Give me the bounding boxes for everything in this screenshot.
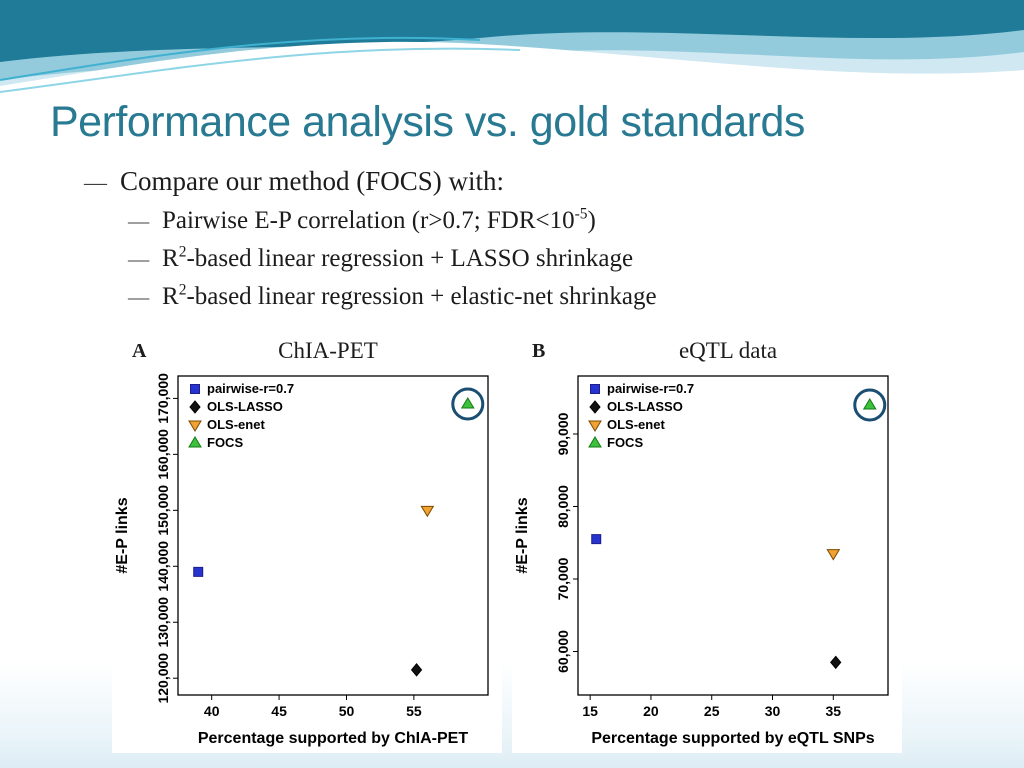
- bullet-lasso-regression: — R2-based linear regression + LASSO shr…: [128, 243, 1000, 273]
- bullet-list: — Compare our method (FOCS) with: — Pair…: [0, 162, 1000, 321]
- svg-text:OLS-enet: OLS-enet: [607, 417, 665, 432]
- svg-text:Percentage supported by ChIA-P: Percentage supported by ChIA-PET: [198, 730, 468, 747]
- bullet-text: Compare our method (FOCS) with:: [120, 166, 504, 196]
- svg-text:pairwise-r=0.7: pairwise-r=0.7: [207, 381, 294, 396]
- svg-text:Percentage supported by eQTL S: Percentage supported by eQTL SNPs: [591, 730, 874, 747]
- panel-a-title: ChIA-PET: [278, 338, 378, 363]
- panel-a-letter: A: [132, 340, 147, 362]
- svg-text:20: 20: [643, 703, 659, 719]
- bullet-text: R2-based linear regression + elastic-net…: [162, 281, 657, 311]
- svg-text:OLS-LASSO: OLS-LASSO: [607, 399, 683, 414]
- svg-text:OLS-LASSO: OLS-LASSO: [207, 399, 283, 414]
- bullet-compare-method: — Compare our method (FOCS) with:: [84, 166, 1000, 197]
- svg-text:#E-P links: #E-P links: [514, 497, 531, 573]
- svg-text:70,000: 70,000: [555, 557, 571, 600]
- superscript: -5: [574, 205, 588, 223]
- panel-chia-pet: A ChIA-PET 40 45 50 55 120,000 130,000 140,000…: [112, 338, 502, 753]
- text-segment: ): [587, 207, 596, 234]
- svg-text:30: 30: [765, 703, 781, 719]
- slide-title: Performance analysis vs. gold standards: [50, 98, 805, 146]
- wave-graphic: [0, 0, 1024, 100]
- svg-text:FOCS: FOCS: [607, 435, 643, 450]
- superscript: 2: [178, 243, 187, 261]
- svg-text:#E-P links: #E-P links: [114, 497, 131, 573]
- text-segment: R: [162, 245, 179, 272]
- svg-text:OLS-enet: OLS-enet: [207, 417, 265, 432]
- panel-b-letter: B: [532, 340, 546, 362]
- scatter-chart-chia-pet: 40 45 50 55 120,000 130,000 140,000 150,000 160,…: [114, 373, 489, 747]
- svg-text:55: 55: [406, 703, 422, 719]
- charts-row: A ChIA-PET 40 45 50 55 120,000 130,000 140,000…: [112, 338, 902, 753]
- panel-b-title: eQTL data: [678, 338, 778, 363]
- svg-text:170,000: 170,000: [155, 373, 171, 424]
- bullet-dash-icon: —: [84, 170, 107, 195]
- svg-text:90,000: 90,000: [555, 412, 571, 455]
- bullet-text: R2-based linear regression + LASSO shrin…: [162, 243, 634, 273]
- svg-text:pairwise-r=0.7: pairwise-r=0.7: [607, 381, 694, 396]
- svg-text:25: 25: [704, 703, 720, 719]
- bullet-dash-icon: —: [128, 247, 150, 271]
- bullet-elastic-net-regression: — R2-based linear regression + elastic-n…: [128, 281, 1000, 311]
- panel-b-header: B eQTL data: [512, 338, 902, 368]
- text-segment: -based linear regression + elastic-net s…: [186, 283, 657, 310]
- svg-text:45: 45: [271, 703, 287, 719]
- svg-text:FOCS: FOCS: [207, 435, 243, 450]
- svg-text:60,000: 60,000: [555, 630, 571, 673]
- bullet-pairwise-correlation: — Pairwise E-P correlation (r>0.7; FDR<1…: [128, 205, 1000, 235]
- svg-text:80,000: 80,000: [555, 485, 571, 528]
- svg-text:35: 35: [826, 703, 842, 719]
- text-segment: Pairwise E-P correlation (r>0.7; FDR<10: [162, 207, 575, 234]
- text-segment: R: [162, 283, 179, 310]
- svg-text:140,000: 140,000: [155, 541, 171, 592]
- svg-text:130,000: 130,000: [155, 597, 171, 648]
- svg-text:150,000: 150,000: [155, 485, 171, 536]
- panel-eqtl: B eQTL data 15 20 25 30 35 60,000 70,000 80,000…: [512, 338, 902, 753]
- bullet-text: Pairwise E-P correlation (r>0.7; FDR<10-…: [162, 205, 596, 235]
- text-segment: -based linear regression + LASSO shrinka…: [186, 245, 634, 272]
- scatter-chart-eqtl: 15 20 25 30 35 60,000 70,000 80,000 90,000 Percen…: [514, 375, 889, 747]
- svg-text:160,000: 160,000: [155, 429, 171, 480]
- svg-text:15: 15: [582, 703, 598, 719]
- svg-text:120,000: 120,000: [155, 653, 171, 704]
- panel-a-header: A ChIA-PET: [112, 338, 502, 368]
- bullet-dash-icon: —: [128, 209, 150, 233]
- decorative-wave-header: [0, 0, 1024, 100]
- svg-text:50: 50: [339, 703, 355, 719]
- svg-text:40: 40: [204, 703, 220, 719]
- superscript: 2: [178, 281, 187, 299]
- bullet-dash-icon: —: [128, 285, 150, 309]
